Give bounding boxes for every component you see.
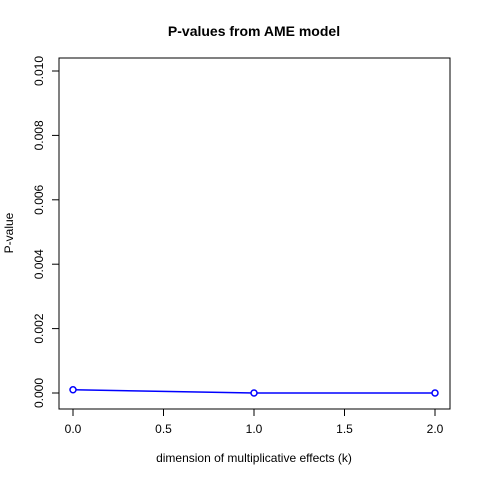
y-tick-label: 0.004 xyxy=(32,249,46,279)
x-axis: 0.0 0.5 1.0 1.5 2.0 xyxy=(65,409,444,436)
series-layer xyxy=(69,386,439,397)
x-tick-label: 1.5 xyxy=(336,422,353,436)
y-axis-label: P-value xyxy=(2,212,16,253)
x-axis-label: dimension of multiplicative effects (k) xyxy=(156,451,352,465)
chart-title: P-values from AME model xyxy=(168,23,340,39)
data-point xyxy=(431,389,439,397)
x-tick-label: 2.0 xyxy=(427,422,444,436)
x-tick-label: 0.5 xyxy=(155,422,172,436)
x-tick-label: 0.0 xyxy=(65,422,82,436)
y-tick-label: 0.002 xyxy=(32,313,46,343)
y-axis: 0.000 0.002 0.004 0.006 0.008 0.010 xyxy=(32,56,59,408)
y-tick-label: 0.010 xyxy=(32,56,46,86)
y-tick-label: 0.000 xyxy=(32,378,46,408)
y-tick-label: 0.008 xyxy=(32,120,46,150)
x-tick-label: 1.0 xyxy=(246,422,263,436)
y-tick-label: 0.006 xyxy=(32,184,46,214)
data-point xyxy=(69,386,77,394)
data-point xyxy=(250,389,258,397)
